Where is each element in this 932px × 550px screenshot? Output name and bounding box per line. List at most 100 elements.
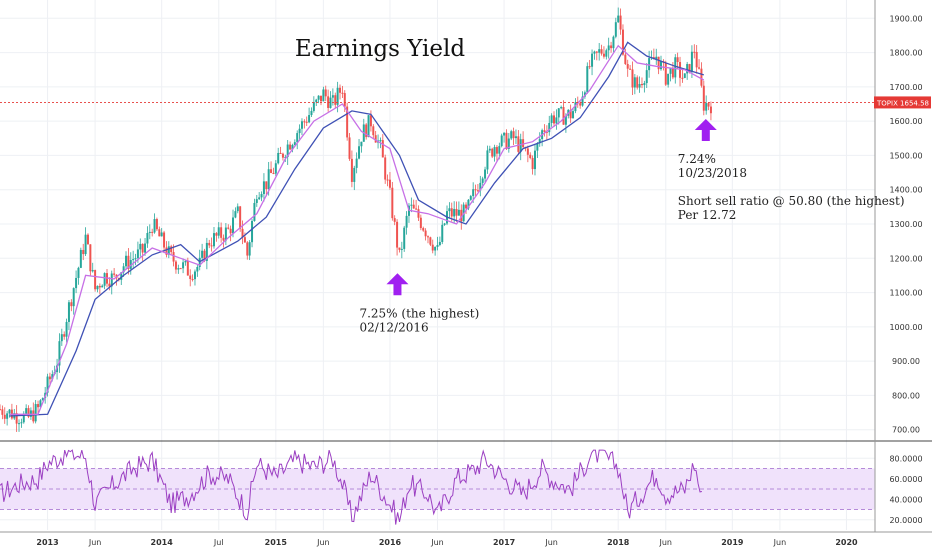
y-tick-label: 1300.00 (889, 220, 922, 229)
candle-body (410, 204, 413, 206)
candle-body (386, 179, 389, 181)
candle-body (415, 208, 418, 210)
candle-body (553, 115, 556, 124)
candle-body (583, 92, 586, 97)
candle-body (610, 45, 613, 49)
candle-body (239, 206, 242, 229)
candle-body (671, 67, 674, 78)
candle-body (336, 87, 339, 105)
candle-body (84, 234, 87, 255)
candle-body (186, 261, 189, 276)
candle-body (495, 147, 498, 154)
annotation-text: 02/12/2016 (359, 320, 428, 334)
candle-body (339, 87, 342, 93)
candle-body (319, 95, 322, 102)
x-tick-label: Jun (88, 538, 102, 547)
candle-body (29, 410, 32, 417)
candle-body (353, 167, 356, 182)
candle-body (681, 77, 684, 79)
candle-body (426, 236, 429, 238)
candle-body (234, 211, 237, 218)
candle-body (398, 247, 401, 250)
y-tick-label: 1200.00 (889, 254, 922, 263)
candle-body (89, 244, 92, 272)
candle-body (555, 117, 558, 124)
candle-body (505, 132, 508, 149)
candle-body (588, 66, 591, 68)
candle-body (636, 77, 639, 88)
candle-body (25, 408, 28, 414)
x-tick-label: 2015 (265, 538, 288, 547)
candle-body (602, 53, 605, 57)
candle-body (605, 50, 608, 57)
candle-body (503, 132, 506, 136)
candle-body (296, 133, 299, 143)
candle-body (441, 224, 444, 242)
candle-body (281, 153, 284, 158)
candle-body (67, 302, 70, 322)
candle-body (160, 232, 163, 237)
candle-body (655, 56, 658, 60)
candle-body (146, 232, 149, 244)
candle-body (457, 209, 460, 216)
oscillator (0, 449, 703, 525)
osc-tick-label: 60.0000 (889, 475, 922, 484)
candle-body (512, 131, 515, 139)
candle-body (103, 273, 106, 286)
y-tick-label: 1900.00 (889, 14, 922, 23)
y-tick-label: 1500.00 (889, 151, 922, 160)
candle-body (657, 56, 660, 70)
candle-body (201, 250, 204, 258)
candle-body (472, 189, 475, 197)
candle-body (6, 413, 9, 419)
candle-body (365, 124, 368, 138)
candle-body (598, 49, 601, 53)
candle-body (569, 109, 572, 119)
candle-body (289, 144, 292, 150)
x-tick-label: 2016 (379, 538, 402, 547)
candle-body (443, 223, 446, 225)
oscillator-line (0, 449, 703, 525)
candle-body (664, 62, 667, 85)
candle-body (82, 249, 85, 255)
candle-body (232, 217, 235, 234)
candle-body (39, 400, 42, 408)
candle-body (153, 219, 156, 233)
candle-body (298, 128, 301, 134)
candle-body (177, 268, 180, 270)
candle-body (686, 64, 689, 74)
candle-body (286, 144, 289, 157)
candle-body (436, 245, 439, 247)
candle-body (519, 139, 522, 152)
candle-body (393, 218, 396, 222)
annotation-text: Per 12.72 (678, 208, 737, 222)
candle-body (65, 321, 68, 337)
candle-body (660, 61, 663, 70)
candle-body (22, 413, 25, 423)
x-tick-label: Jul (213, 538, 224, 547)
candle-body (15, 413, 18, 424)
x-tick-label: Jun (316, 538, 330, 547)
candle-body (48, 376, 51, 380)
candle-body (683, 73, 686, 78)
candle-body (360, 141, 363, 147)
candle-body (182, 262, 185, 269)
candle-body (403, 227, 406, 249)
candle-body (412, 204, 415, 209)
candle-body (312, 102, 315, 111)
candle-body (279, 152, 282, 154)
candle-body (388, 179, 391, 188)
candle-body (617, 15, 620, 23)
candle-body (679, 62, 682, 78)
candle-body (220, 227, 223, 238)
candle-body (113, 273, 116, 275)
candle-body (241, 228, 244, 238)
candle-body (600, 49, 603, 54)
candle-body (98, 285, 101, 288)
candle-body (595, 51, 598, 53)
candle-body (134, 258, 137, 260)
candle-body (586, 66, 589, 93)
candle-body (391, 187, 394, 219)
candle-body (208, 242, 211, 246)
y-tick-label: 700.00 (892, 426, 920, 435)
